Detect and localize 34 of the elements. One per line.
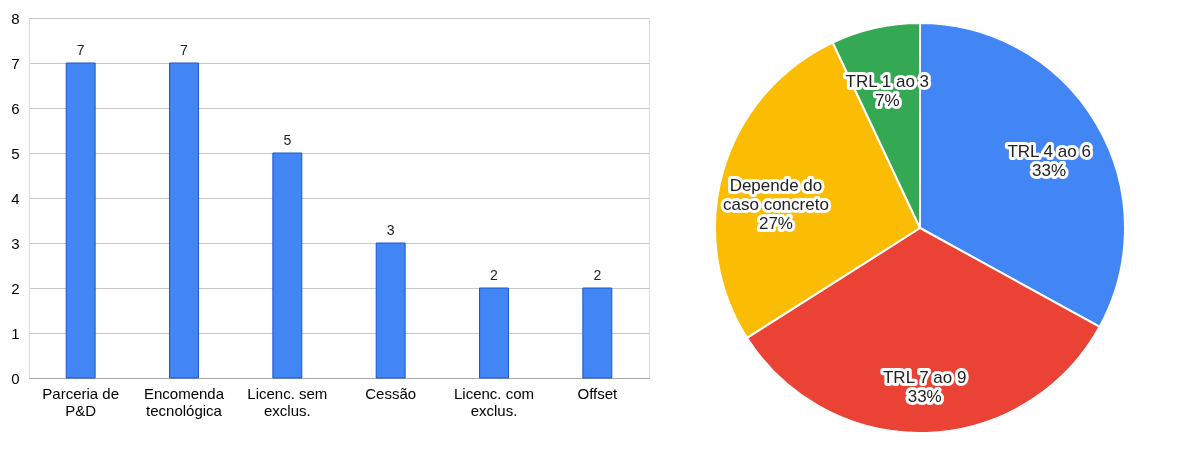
bar <box>582 287 613 379</box>
y-tick-label: 7 <box>11 54 20 72</box>
y-tick-label: 1 <box>11 324 20 342</box>
slice-label: Depende do caso concreto <box>723 176 829 215</box>
slice-label: TRL 7 ao 9 <box>882 367 967 387</box>
data-label: 2 <box>593 267 602 283</box>
x-tick-label: Licenc. com exclus. <box>453 384 535 419</box>
data-label: 7 <box>76 42 85 58</box>
y-tick-label: 6 <box>11 99 20 117</box>
x-tick-label: Parceria de P&D <box>42 384 120 419</box>
data-label: 7 <box>180 42 189 58</box>
x-tick-label: Licenc. sem exclus. <box>247 384 328 419</box>
x-tick-label: Cessão <box>365 384 417 402</box>
data-label: 5 <box>283 132 292 148</box>
y-tick-label: 3 <box>11 234 20 252</box>
bar <box>375 242 406 379</box>
y-tick-label: 4 <box>11 189 20 207</box>
x-tick-label: Offset <box>577 384 619 402</box>
data-label: 27% <box>758 214 793 234</box>
slice-label: TRL 4 ao 6 <box>1007 141 1091 161</box>
data-label: 3 <box>386 222 395 238</box>
y-tick-label: 2 <box>11 279 20 297</box>
data-label: 33% <box>1032 160 1067 180</box>
y-tick-label: 5 <box>11 144 20 162</box>
data-label: 7% <box>874 90 900 110</box>
bar <box>169 62 199 379</box>
data-label: 33% <box>907 386 942 406</box>
x-tick-label: Encomenda tecnológica <box>143 384 225 419</box>
bar <box>479 287 509 379</box>
bar <box>272 152 303 379</box>
data-label: 2 <box>490 267 499 283</box>
y-tick-label: 0 <box>11 369 20 387</box>
bar <box>65 62 96 379</box>
y-tick-label: 8 <box>11 9 20 27</box>
